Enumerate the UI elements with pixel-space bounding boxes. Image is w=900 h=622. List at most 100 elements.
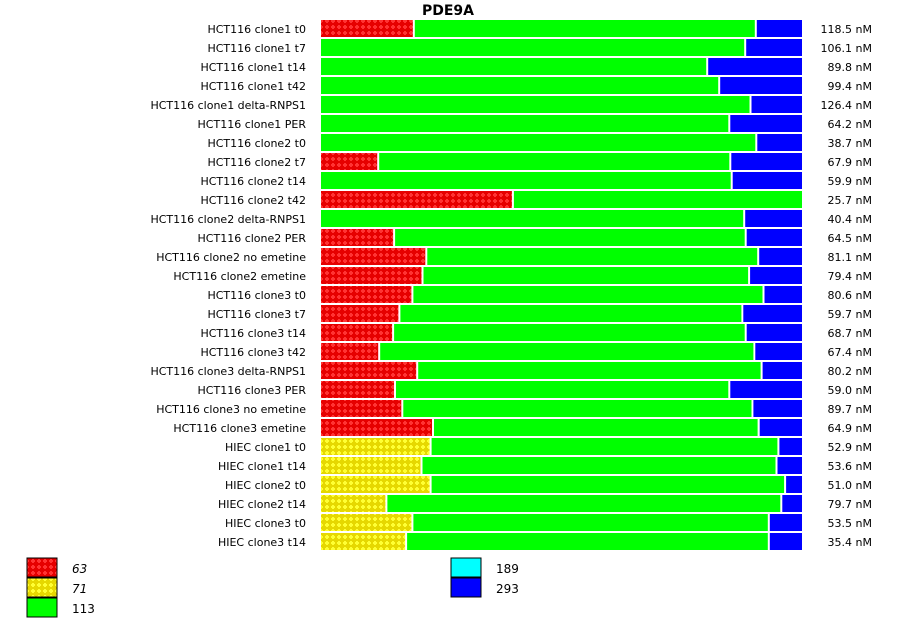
bar-segment-71 (321, 438, 430, 455)
bar-segment-113 (321, 58, 707, 75)
row-total: 106.1 nM (821, 42, 872, 55)
row-label: HCT116 clone3 delta-RNPS1 (150, 365, 306, 378)
legend-item: 113 (26, 597, 95, 618)
row-label: HCT116 clone1 t42 (200, 80, 306, 93)
bar-row: HCT116 clone2 delta-RNPS1 40.4 nM (150, 210, 872, 227)
bar-segment-63 (321, 153, 378, 170)
row-total: 38.7 nM (828, 137, 872, 150)
row-label: HIEC clone2 t14 (218, 498, 306, 511)
legend-swatch (26, 577, 58, 598)
row-label: HCT116 clone3 PER (198, 384, 307, 397)
row-total: 81.1 nM (828, 251, 872, 264)
bar-row: HCT116 clone3 t7 59.7 nM (207, 305, 872, 322)
row-label: HCT116 clone3 emetine (173, 422, 306, 435)
legend: 63 71 113 189 293 (26, 557, 519, 618)
row-total: 89.7 nM (828, 403, 872, 416)
bar-row: HCT116 clone3 PER 59.0 nM (198, 381, 872, 398)
bar-segment-63 (321, 381, 394, 398)
row-label: HCT116 clone2 t7 (207, 156, 306, 169)
bar-segment-113 (422, 457, 776, 474)
bar-segment-113 (400, 305, 742, 322)
bar-segment-293 (755, 343, 802, 360)
bar-row: HIEC clone1 t14 53.6 nM (218, 457, 872, 474)
row-label: HIEC clone2 t0 (225, 479, 306, 492)
bar-segment-113 (395, 229, 745, 246)
row-label: HCT116 clone3 t7 (207, 308, 306, 321)
row-total: 64.2 nM (828, 118, 872, 131)
bar-segment-293 (750, 267, 802, 284)
bar-segment-63 (321, 286, 412, 303)
bar-segment-113 (387, 495, 781, 512)
bar-row: HIEC clone1 t0 52.9 nM (225, 438, 872, 455)
bar-row: HCT116 clone3 t14 68.7 nM (200, 324, 872, 341)
bar-segment-63 (321, 229, 394, 246)
row-total: 35.4 nM (828, 536, 872, 549)
row-label: HCT116 clone1 delta-RNPS1 (150, 99, 306, 112)
bar-row: HCT116 clone2 no emetine 81.1 nM (156, 248, 872, 265)
row-label: HIEC clone1 t0 (225, 441, 306, 454)
bar-segment-293 (759, 248, 802, 265)
legend-label: 293 (496, 582, 519, 596)
bar-segment-113 (431, 438, 778, 455)
bar-row: HCT116 clone3 emetine 64.9 nM (173, 419, 872, 436)
bar-segment-293 (786, 476, 802, 493)
row-total: 64.5 nM (828, 232, 872, 245)
bar-segment-63 (321, 419, 432, 436)
bar-row: HCT116 clone2 PER 64.5 nM (198, 229, 872, 246)
bar-segment-113 (414, 20, 755, 37)
row-total: 80.2 nM (828, 365, 872, 378)
bar-segment-113 (431, 476, 785, 493)
bar-segment-293 (779, 438, 802, 455)
row-label: HIEC clone3 t0 (225, 517, 306, 530)
bar-row: HCT116 clone3 delta-RNPS1 80.2 nM (150, 362, 872, 379)
bar-segment-71 (321, 533, 406, 550)
bar-rows: HCT116 clone1 t0 118.5 nM HCT116 clone1 t7… (150, 20, 872, 550)
bar-segment-293 (764, 286, 802, 303)
legend-label: 71 (72, 582, 87, 596)
bar-segment-293 (746, 229, 802, 246)
row-label: HCT116 clone1 PER (198, 118, 307, 131)
bar-segment-113 (413, 286, 763, 303)
row-total: 52.9 nM (828, 441, 872, 454)
legend-label: 189 (496, 562, 519, 576)
row-label: HCT116 clone3 t14 (200, 327, 306, 340)
legend-swatch (450, 577, 482, 598)
legend-swatch (450, 557, 482, 578)
bar-row: HCT116 clone2 t14 59.9 nM (200, 172, 872, 189)
row-label: HCT116 clone3 t0 (207, 289, 306, 302)
row-label: HCT116 clone2 delta-RNPS1 (150, 213, 306, 226)
row-total: 59.9 nM (828, 175, 872, 188)
row-total: 79.4 nM (828, 270, 872, 283)
bar-row: HCT116 clone1 t7 106.1 nM (207, 39, 872, 56)
bar-segment-63 (321, 267, 422, 284)
bar-segment-113 (423, 267, 749, 284)
bar-segment-63 (321, 324, 393, 341)
row-label: HCT116 clone2 emetine (173, 270, 306, 283)
legend-swatch (26, 557, 58, 578)
bar-segment-113 (513, 191, 802, 208)
legend-label: 113 (72, 602, 95, 616)
row-total: 68.7 nM (828, 327, 872, 340)
bar-segment-63 (321, 305, 399, 322)
row-label: HCT116 clone2 t14 (200, 175, 306, 188)
bar-segment-113 (321, 39, 745, 56)
row-label: HCT116 clone2 no emetine (156, 251, 306, 264)
bar-segment-293 (757, 134, 802, 151)
bar-segment-293 (730, 115, 802, 132)
legend-item: 293 (450, 577, 519, 598)
bar-row: HIEC clone3 t14 35.4 nM (218, 533, 872, 550)
bar-segment-113 (321, 172, 731, 189)
bar-segment-293 (731, 153, 802, 170)
row-total: 99.4 nM (828, 80, 872, 93)
bar-segment-71 (321, 495, 386, 512)
bar-segment-293 (720, 77, 802, 94)
row-label: HIEC clone1 t14 (218, 460, 306, 473)
bar-segment-293 (746, 39, 802, 56)
legend-item: 71 (26, 577, 87, 598)
row-label: HIEC clone3 t14 (218, 536, 306, 549)
legend-item: 189 (450, 557, 519, 578)
bar-segment-113 (380, 343, 754, 360)
row-total: 53.6 nM (828, 460, 872, 473)
bar-row: HCT116 clone1 t42 99.4 nM (200, 77, 872, 94)
bar-segment-113 (413, 514, 768, 531)
